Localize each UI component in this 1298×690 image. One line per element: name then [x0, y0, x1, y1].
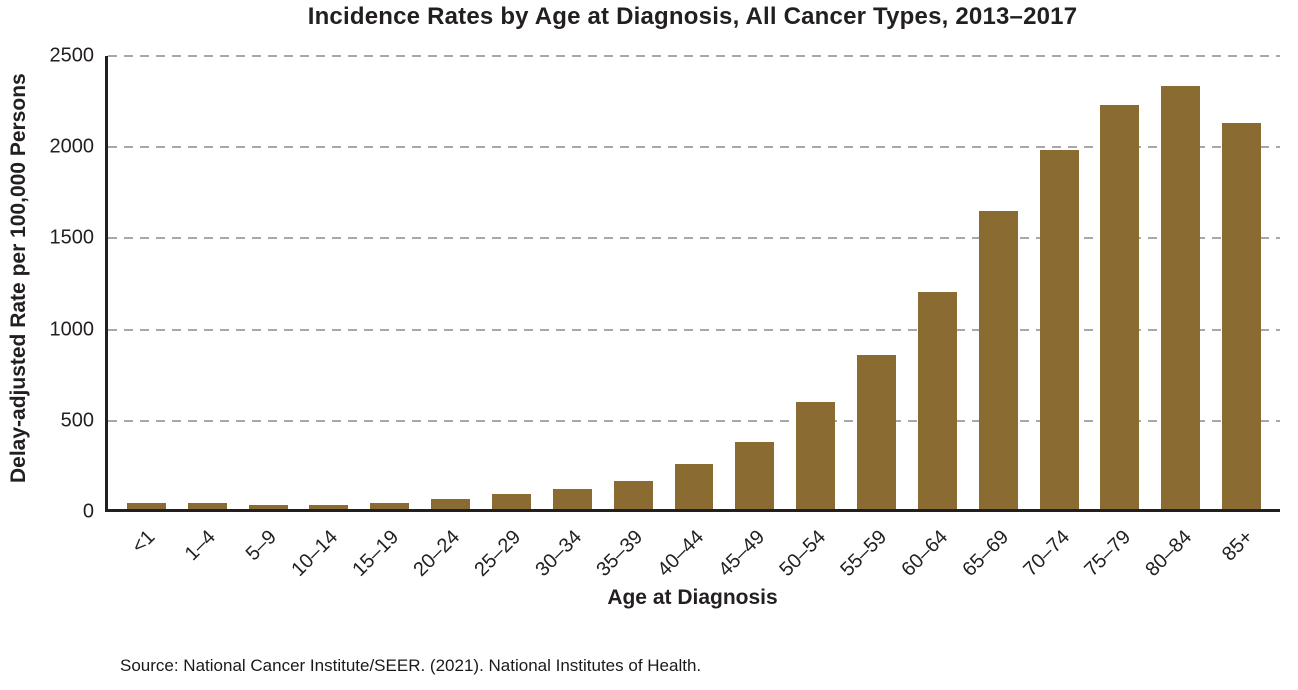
y-tick-label-1500: 1500	[49, 226, 95, 249]
x-tick-label-30–34: 30–34	[531, 526, 587, 581]
gridline-2000	[108, 146, 1280, 149]
bar-slot	[664, 56, 725, 509]
bar-30–34	[552, 488, 592, 509]
bar-85+	[1222, 123, 1262, 509]
gridline-1500	[108, 237, 1280, 240]
bar-45–49	[735, 441, 775, 509]
bar-<1	[126, 502, 166, 509]
x-tick-label-55–59: 55–59	[836, 526, 892, 581]
y-tick-label-1000: 1000	[49, 318, 95, 341]
y-tick-label-2000: 2000	[49, 135, 95, 158]
x-slot: 55–59	[836, 518, 906, 584]
bar-35–39	[613, 480, 653, 509]
x-slot: 35–39	[592, 518, 662, 584]
bar-80–84	[1161, 85, 1201, 509]
chart-title: Incidence Rates by Age at Diagnosis, All…	[307, 3, 1078, 30]
bar-slot	[481, 56, 542, 509]
x-slot: 80–84	[1141, 518, 1211, 584]
bar-1–4	[187, 502, 227, 509]
x-slot: <1	[113, 518, 174, 584]
bar-65–69	[978, 210, 1018, 509]
bar-slot	[299, 56, 360, 509]
bar-25–29	[492, 493, 531, 509]
bar-5–9	[248, 505, 288, 509]
x-tick-label-50–54: 50–54	[775, 526, 831, 581]
bar-40–44	[674, 464, 714, 509]
bar-slot	[968, 56, 1029, 509]
x-slot: 50–54	[775, 518, 845, 584]
x-tick-label-20–24: 20–24	[409, 526, 465, 581]
x-slot: 65–69	[958, 518, 1028, 584]
x-tick-label-1–4: 1–4	[180, 526, 221, 566]
x-slot: 40–44	[653, 518, 723, 584]
y-tick-label-2500: 2500	[49, 44, 95, 67]
bar-slot	[420, 56, 481, 509]
x-tick-label-10–14: 10–14	[287, 526, 343, 581]
x-slot: 75–79	[1080, 518, 1150, 584]
x-tick-label-25–29: 25–29	[470, 526, 526, 581]
x-tick-label-15–19: 15–19	[348, 526, 404, 581]
x-axis-label: Age at Diagnosis	[607, 586, 778, 609]
y-tick-label-0: 0	[82, 500, 94, 523]
bar-slot	[542, 56, 603, 509]
x-slot: 10–14	[287, 518, 357, 584]
bar-15–19	[370, 502, 410, 509]
plot-area	[105, 55, 1280, 512]
bar-slot	[603, 56, 664, 509]
gridlines	[108, 55, 1280, 509]
x-slot: 15–19	[348, 518, 418, 584]
y-axis-tick-labels: 0 500 1000 1500 2000 2500	[0, 45, 95, 523]
bar-slot	[238, 56, 299, 509]
x-slot: 30–34	[531, 518, 601, 584]
bars-group	[108, 56, 1280, 509]
x-slot: 85+	[1211, 518, 1272, 584]
source-note: Source: National Cancer Institute/SEER. …	[120, 656, 702, 675]
bar-slot	[785, 56, 846, 509]
x-slot: 1–4	[174, 518, 235, 584]
x-tick-label-35–39: 35–39	[592, 526, 648, 581]
x-slot: 20–24	[409, 518, 479, 584]
bar-20–24	[431, 498, 471, 509]
bar-50–54	[796, 402, 836, 509]
gridline-2500	[108, 55, 1280, 57]
bar-55–59	[857, 354, 897, 509]
bar-slot	[359, 56, 420, 509]
bar-slot	[724, 56, 785, 509]
x-tick-label-5–9: 5–9	[241, 526, 282, 566]
bar-10–14	[309, 505, 349, 509]
x-tick-label-60–64: 60–64	[897, 526, 953, 581]
bar-slot	[1211, 56, 1272, 509]
y-tick-label-500: 500	[60, 409, 94, 432]
x-slot: 45–49	[714, 518, 784, 584]
x-slot: 5–9	[235, 518, 296, 584]
x-axis-tick-labels: <1 1–4 5–9 10–14 15–19 20–24 25–29 30–34 35–39 40…	[105, 518, 1280, 584]
bar-slot	[177, 56, 238, 509]
bar-slot	[116, 56, 177, 509]
bar-60–64	[917, 291, 957, 509]
x-tick-label-65–69: 65–69	[958, 526, 1014, 581]
bar-slot	[846, 56, 907, 509]
gridline-1000	[108, 328, 1280, 331]
gridline-500	[108, 419, 1280, 422]
bar-slot	[1029, 56, 1090, 509]
x-tick-label-70–74: 70–74	[1019, 526, 1075, 581]
x-tick-label-80–84: 80–84	[1141, 526, 1197, 581]
x-tick-label-40–44: 40–44	[653, 526, 709, 581]
x-slot: 70–74	[1019, 518, 1089, 584]
bar-70–74	[1039, 149, 1079, 509]
x-tick-label-75–79: 75–79	[1080, 526, 1136, 581]
x-tick-label-45–49: 45–49	[714, 526, 770, 581]
x-tick-label-85+: 85+	[1217, 526, 1258, 566]
x-slot: 25–29	[470, 518, 540, 584]
bar-slot	[1150, 56, 1211, 509]
bar-slot	[1090, 56, 1151, 509]
x-slot: 60–64	[897, 518, 967, 584]
x-tick-label-<1: <1	[127, 526, 160, 558]
bar-75–79	[1100, 104, 1140, 509]
bar-slot	[907, 56, 968, 509]
